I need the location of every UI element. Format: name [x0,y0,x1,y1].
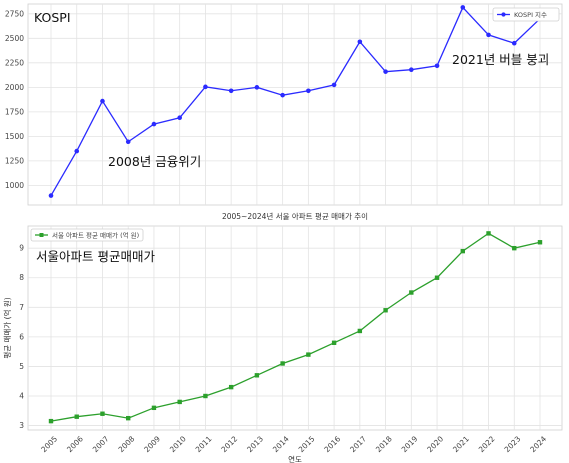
y-tick-label: 3 [19,421,24,430]
x-tick-label: 2024 [528,434,548,454]
x-tick-label: 2005 [39,434,59,454]
data-point [280,361,285,366]
x-tick-label: 2012 [219,434,239,454]
data-point [48,193,54,198]
data-point [383,69,388,74]
data-point [512,245,517,251]
data-point [331,340,337,345]
x-tick-label: 2010 [168,434,188,454]
x-tick-label: 2021 [451,434,471,454]
x-tick-label: 2014 [271,434,291,454]
y-tick-label: 2250 [5,58,24,67]
data-point [254,373,260,378]
plot-area-0 [27,3,563,206]
data-point [151,121,157,127]
x-tick-label: 2023 [503,434,523,454]
y-tick-label: 9 [19,244,24,253]
data-point [48,418,54,424]
annotation-text: KOSPI [34,10,71,25]
data-point [254,85,260,90]
y-tick-label: 2000 [5,83,24,92]
chart-title: 2005~2024년 서울 아파트 평균 매매가 추이 [222,211,368,221]
x-tick-label: 2011 [194,434,214,454]
data-point [409,67,414,72]
y-tick-label: 8 [19,273,24,282]
data-point [460,5,466,10]
x-axis-label: 연도 [288,455,302,463]
data-point [203,84,208,90]
x-tick-label: 2018 [374,434,394,454]
x-tick-label: 2008 [117,434,137,454]
y-tick-label: 1500 [5,132,24,141]
data-point [280,92,285,98]
y-axis-label: 평균 매매가 (억 원) [2,297,12,358]
data-point [126,415,131,421]
data-point [306,88,311,94]
data-point [511,40,517,46]
y-tick-label: 1750 [5,107,24,116]
data-point [486,32,491,38]
data-point [486,231,491,236]
annotation-text: 2021년 버블 붕괴 [452,52,549,67]
legend-label: KOSPI 지수 [514,10,547,19]
data-point [306,352,311,357]
x-tick-label: 2017 [348,434,368,454]
data-point [409,290,414,295]
data-point [383,308,388,313]
data-point [434,63,440,69]
legend-box [30,228,144,242]
data-point [537,240,543,245]
legend-marker [501,12,506,17]
data-point [228,384,234,390]
y-tick-label: 1250 [5,156,24,165]
y-tick-label: 5 [19,362,24,371]
data-point [460,248,465,254]
y-tick-label: 2500 [5,34,24,43]
series-line [50,6,541,196]
y-tick-label: 1000 [5,181,24,190]
data-point [331,82,337,88]
x-tick-label: 2016 [322,434,342,454]
y-tick-label: 4 [19,392,24,401]
x-tick-label: 2022 [477,434,497,454]
data-point [177,399,182,405]
series-line [50,232,541,422]
data-point [434,275,440,280]
data-point [177,115,182,121]
data-point [203,393,208,399]
data-point [357,39,363,45]
x-tick-label: 2013 [245,434,265,454]
y-tick-label: 7 [19,303,24,312]
data-point [357,328,363,334]
x-tick-label: 2019 [400,434,420,454]
legend-marker [39,233,44,237]
x-tick-label: 2020 [425,434,445,454]
x-tick-label: 2006 [65,434,85,454]
x-tick-label: 2009 [142,434,162,454]
y-tick-label: 6 [19,332,24,341]
data-point [74,414,79,419]
x-tick-label: 2007 [91,434,111,454]
legend-box [492,7,560,22]
data-point [228,88,234,94]
data-point [74,148,80,154]
annotation-text: 서울아파트 평균매매가 [36,249,155,264]
data-point [125,139,131,145]
annotation-text: 2008년 금융위기 [108,154,201,169]
legend-label: 서울 아파트 평균 매매가 (억 원) [52,231,139,240]
data-point [151,405,157,411]
data-point [100,411,105,416]
y-tick-label: 2750 [5,9,24,18]
x-tick-label: 2015 [297,434,317,454]
data-point [100,98,105,104]
